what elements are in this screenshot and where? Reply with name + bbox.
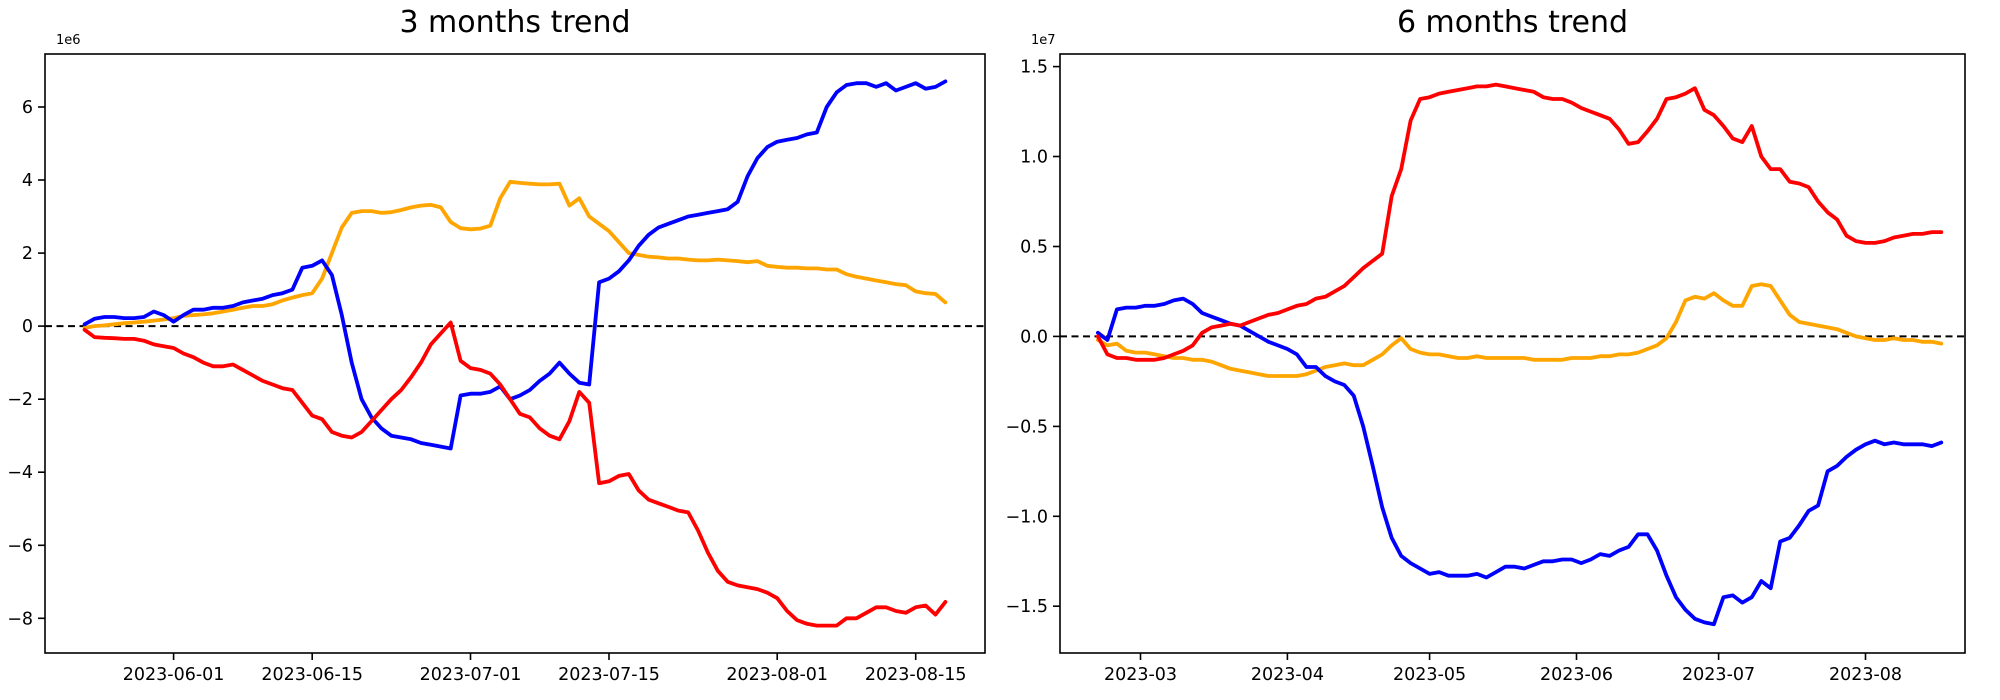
y-tick-label: 1.5 <box>1020 58 1048 78</box>
y-tick-label: −1.5 <box>1006 597 1049 617</box>
y-tick-label: 0.5 <box>1020 238 1048 258</box>
x-tick-label: 2023-08-01 <box>726 665 828 685</box>
y-tick-label: −1.0 <box>1006 507 1049 527</box>
axes-frame <box>44 53 986 654</box>
series-line-blue <box>1096 296 1944 627</box>
x-tick-label: 2023-08 <box>1829 665 1902 685</box>
series-line-red <box>82 320 948 628</box>
y-tick-label: −6 <box>7 536 33 556</box>
y-tick-label: 1.0 <box>1020 148 1048 168</box>
x-tick-label: 2023-07 <box>1682 665 1755 685</box>
x-tick-label: 2023-03 <box>1104 665 1177 685</box>
x-tick-label: 2023-06-15 <box>261 665 363 685</box>
y-tick-label: 6 <box>22 98 33 118</box>
chart-title-6-months: 6 months trend <box>1396 5 1629 40</box>
series-line-red <box>1096 82 1944 362</box>
y-tick-label: −8 <box>7 609 33 629</box>
x-tick-label: 2023-06-01 <box>123 665 225 685</box>
y-tick-label: 0.0 <box>1020 327 1048 347</box>
x-tick-label: 2023-08-15 <box>865 665 967 685</box>
x-tick-label: 2023-07-15 <box>558 665 660 685</box>
y-tick-label: 0 <box>22 317 33 337</box>
series-line-orange <box>82 179 948 330</box>
chart-title-3-months: 3 months trend <box>399 5 631 40</box>
y-tick-label: −4 <box>7 463 33 483</box>
y-tick-label: 4 <box>22 171 33 191</box>
x-tick-label: 2023-07-01 <box>420 665 522 685</box>
axes-frame <box>1059 53 1966 654</box>
series-line-orange <box>1096 282 1944 378</box>
series-line-blue <box>82 79 948 451</box>
x-tick-label: 2023-04 <box>1251 665 1324 685</box>
x-tick-label: 2023-05 <box>1393 665 1466 685</box>
y-tick-label: −0.5 <box>1006 417 1049 437</box>
y-axis-offset-label-left: 1e6 <box>56 33 81 48</box>
y-tick-label: −2 <box>7 390 33 410</box>
x-tick-label: 2023-06 <box>1540 665 1613 685</box>
y-tick-label: 2 <box>22 244 33 264</box>
y-axis-offset-label-right: 1e7 <box>1031 33 1056 48</box>
